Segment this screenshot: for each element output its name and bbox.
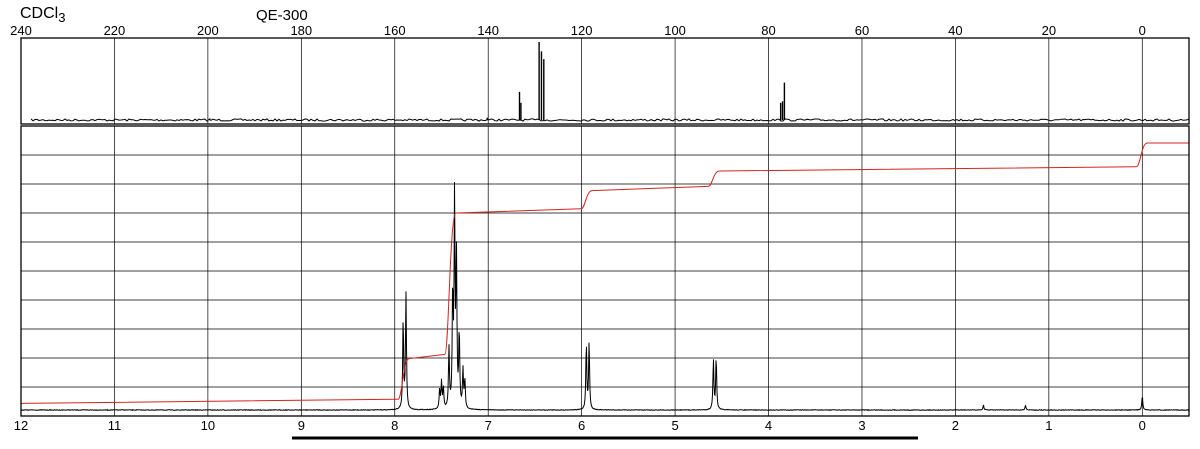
h1-grid (21, 126, 1189, 416)
c13-tick-label: 0 (1139, 23, 1146, 38)
c13-tick-label: 180 (290, 23, 312, 38)
solvent-subscript: 3 (58, 10, 66, 26)
h1-tick-label: 8 (391, 418, 398, 433)
c13-tick-label: 200 (197, 23, 219, 38)
c13-tick-label: 240 (10, 23, 32, 38)
h1-tick-label: 0 (1139, 418, 1146, 433)
h1-tick-label: 1 (1045, 418, 1052, 433)
h1-tick-label: 2 (952, 418, 959, 433)
c13-tick-label: 100 (664, 23, 686, 38)
h1-tick-label: 10 (201, 418, 215, 433)
h1-plot-frame (20, 125, 1190, 417)
instrument-label: QE-300 (256, 7, 308, 24)
c13-tick-label: 40 (948, 23, 962, 38)
c13-tick-labels: 240 220 200 180 160 140 120 100 80 60 40 20 0 (10, 23, 1146, 38)
h1-tick-label: 6 (578, 418, 585, 433)
c13-peaks (209, 42, 786, 120)
c13-spectrum-baseline (30, 118, 1190, 122)
c13-tick-label: 140 (477, 23, 499, 38)
h1-tick-label: 11 (108, 418, 122, 433)
h1-integral-curve (20, 142, 1189, 404)
h1-spectrum-trace (20, 182, 1189, 412)
solvent-label: CDCl3 (20, 5, 65, 25)
h1-tick-label: 7 (485, 418, 492, 433)
c13-tick-label: 60 (855, 23, 869, 38)
c13-tick-label: 80 (761, 23, 775, 38)
c13-grid (114, 38, 1143, 124)
h1-tick-label: 12 (14, 418, 28, 433)
c13-tick-label: 20 (1042, 23, 1056, 38)
h1-tick-label: 3 (858, 418, 865, 433)
h1-tick-label: 5 (671, 418, 678, 433)
c13-plot-frame (20, 37, 1190, 125)
solvent-prefix: CDCl (20, 5, 59, 22)
h1-tick-labels: 12 11 10 9 8 7 6 5 4 3 2 1 0 (14, 418, 1146, 433)
h1-tick-label: 4 (765, 418, 772, 433)
c13-tick-label: 160 (384, 23, 406, 38)
c13-tick-label: 120 (571, 23, 593, 38)
c13-tick-label: 220 (104, 23, 126, 38)
h1-tick-label: 9 (298, 418, 305, 433)
